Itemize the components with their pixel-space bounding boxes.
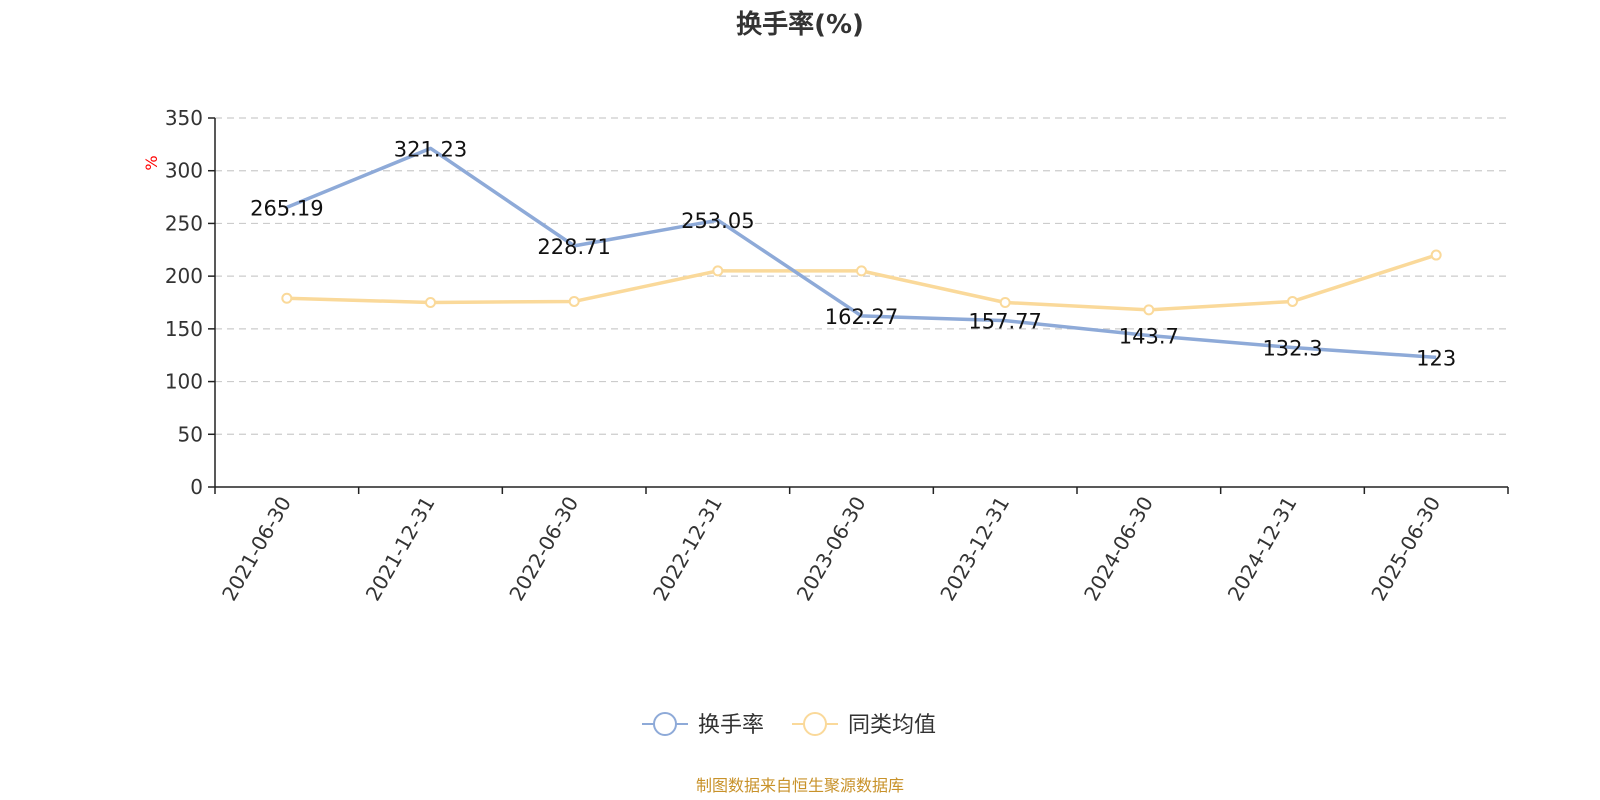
series-1-point-2[interactable] [568,295,580,307]
y-tick-label: 250 [165,211,203,235]
data-label-5: 157.77 [968,310,1041,334]
series-line-1 [286,253,1437,312]
x-tick-label: 2022-06-30 [504,492,583,605]
series-1-point-5[interactable] [999,297,1011,308]
data-label-8: 123 [1416,346,1456,370]
data-label-1: 321.23 [394,137,467,161]
series-1-point-0[interactable] [281,292,293,304]
x-tick-label: 2025-06-30 [1366,492,1445,605]
x-tick-label: 2023-12-31 [935,492,1014,605]
y-tick-label: 50 [178,422,203,446]
x-tick-label: 2024-12-31 [1223,492,1302,605]
y-tick-label: 200 [165,264,203,288]
y-tick-label: 100 [165,370,203,394]
data-source-note: 制图数据来自恒生聚源数据库 [696,776,904,795]
legend-swatch-circle [803,712,827,736]
x-tick-label: 2022-12-31 [648,492,727,605]
y-tick-label: 0 [190,475,203,499]
y-tick-label: 300 [165,159,203,183]
series-1-point-4[interactable] [856,265,867,277]
data-label-7: 132.3 [1262,337,1322,361]
y-tick-label: 150 [165,317,203,341]
x-tick-label: 2021-12-31 [361,492,440,605]
legend[interactable]: 换手率 同类均值 [642,712,936,738]
data-label-3: 253.05 [681,209,754,233]
series-1-point-1[interactable] [425,297,436,308]
series-1-point-7[interactable] [1287,295,1298,307]
series-1-point-3[interactable] [712,265,724,277]
x-tick-label: 2024-06-30 [1079,492,1158,605]
data-label-4: 162.27 [825,305,898,329]
data-labels: 265.19 321.23 228.71 253.05 162.27 157.77 143.… [250,137,1456,370]
series-line-0 [286,146,1437,360]
series-lines [281,146,1442,360]
legend-label: 换手率 [698,713,764,738]
data-label-0: 265.19 [250,196,323,220]
legend-item-0[interactable]: 换手率 [642,712,764,738]
legend-item-1[interactable]: 同类均值 [792,712,936,738]
series-1-point-6[interactable] [1143,304,1155,316]
chart-title: 换手率(%) [736,9,864,40]
legend-label: 同类均值 [848,713,936,738]
y-axis-unit: % [142,155,161,170]
legend-swatch-circle [653,712,677,736]
x-tick-label: 2021-06-30 [217,492,296,605]
x-tick-label: 2023-06-30 [792,492,871,605]
data-label-6: 143.7 [1119,324,1179,348]
data-label-2: 228.71 [537,235,610,259]
series-1-point-8[interactable] [1430,249,1442,261]
y-tick-label: 350 [165,106,203,130]
